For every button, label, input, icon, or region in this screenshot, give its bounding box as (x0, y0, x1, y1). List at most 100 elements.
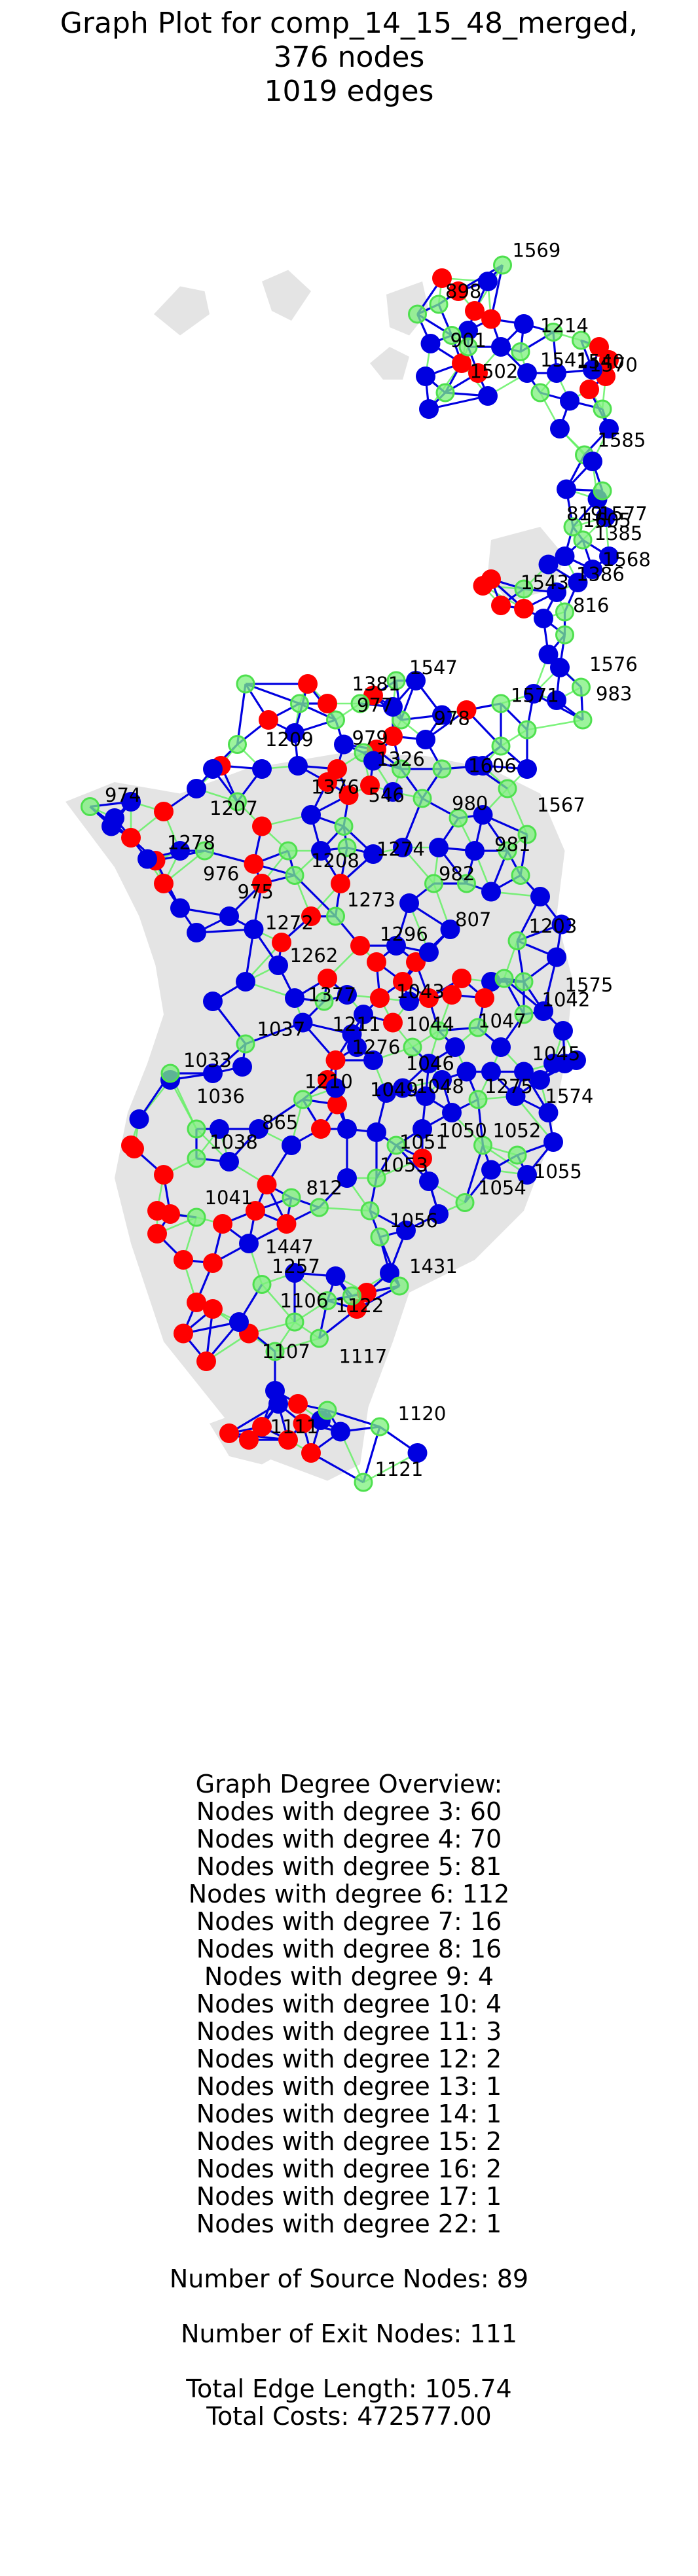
node-label: 1038 (210, 1131, 258, 1153)
exit-node (465, 841, 485, 861)
exit-nodes-count: Number of Exit Nodes: 111 (181, 2319, 517, 2348)
source-node (325, 1050, 346, 1070)
node-label: 1262 (290, 944, 339, 967)
source-node (278, 1430, 298, 1450)
degree-line: Nodes with degree 9: 4 (204, 1962, 494, 1991)
exit-node (442, 1103, 462, 1122)
exit-node (505, 1086, 526, 1106)
node-label: 816 (573, 594, 609, 617)
node-label: 1605 (583, 509, 631, 531)
plain-node (473, 1136, 492, 1155)
exit-node (568, 573, 588, 592)
source-node (360, 776, 380, 795)
plain-node (392, 759, 411, 779)
degree-line: Nodes with degree 6: 112 (188, 1880, 510, 1908)
plain-node (572, 331, 591, 350)
source-node (491, 596, 511, 615)
plain-node (326, 710, 345, 730)
exit-node (456, 1062, 477, 1082)
blue-edge (229, 1432, 289, 1441)
node-label: 1046 (406, 1052, 454, 1075)
plain-node (455, 1193, 475, 1212)
plain-node (424, 874, 443, 893)
exit-node (265, 1381, 285, 1401)
plain-node (563, 517, 583, 537)
source-node (174, 1323, 193, 1344)
plain-node (326, 906, 345, 926)
exit-node (252, 759, 272, 779)
plain-node (386, 671, 406, 690)
green-edge (515, 1096, 555, 1143)
plain-node (494, 969, 514, 988)
node-label: 1606 (468, 755, 517, 777)
exit-node (583, 360, 602, 380)
exit-node (325, 1266, 346, 1286)
exit-node (599, 419, 619, 438)
source-node (213, 1214, 232, 1234)
node-label: 1117 (339, 1346, 388, 1368)
green-edge (363, 1452, 418, 1484)
plain-node (337, 838, 357, 857)
exit-node (285, 988, 304, 1008)
blue-edge (362, 1426, 381, 1483)
degree-line: Nodes with degree 14: 1 (196, 2100, 502, 2128)
node-label: 1214 (540, 315, 589, 337)
source-node (413, 1149, 432, 1168)
exit-node (105, 808, 124, 828)
node-label: 1120 (398, 1403, 447, 1425)
exit-node (203, 759, 223, 779)
source-node (259, 710, 278, 730)
exit-node (416, 730, 435, 749)
exit-node (419, 1054, 439, 1073)
node-label: 1274 (377, 838, 425, 861)
exit-node (386, 936, 406, 956)
plain-node (265, 1342, 285, 1361)
node-label: 1275 (485, 1075, 533, 1098)
plain-node (342, 1286, 361, 1306)
exit-node (514, 314, 534, 334)
exit-node (543, 1132, 563, 1152)
source-node (350, 936, 370, 956)
source-node (301, 1443, 321, 1463)
node-label: 1540 (576, 351, 625, 373)
degree-list: Nodes with degree 3: 60 Nodes with degree… (0, 1798, 698, 2238)
plain-node (458, 337, 478, 357)
exit-node (557, 479, 576, 499)
degree-line: Nodes with degree 22: 1 (196, 2209, 502, 2238)
node-label: 1056 (390, 1209, 438, 1232)
plain-node (252, 1275, 272, 1294)
plain-node (403, 1037, 422, 1057)
exit-node (325, 1078, 346, 1098)
plain-node (360, 1201, 380, 1221)
plain-node (468, 1090, 488, 1109)
title-line-2: 376 nodes (273, 41, 425, 74)
plain-node (195, 841, 214, 861)
degree-line: Nodes with degree 17: 1 (196, 2182, 502, 2211)
exit-node (514, 1062, 534, 1082)
exit-node (363, 1050, 383, 1070)
source-node (367, 952, 386, 972)
exit-node (331, 1422, 350, 1442)
exit-node (478, 272, 498, 291)
title-line-3: 1019 edges (264, 75, 434, 108)
land-region (370, 347, 409, 380)
exit-node (363, 844, 383, 864)
node-label: 865 (262, 1111, 298, 1134)
plain-node (285, 1312, 304, 1332)
plain-node (293, 1090, 312, 1109)
plain-node (278, 841, 298, 861)
plain-node (435, 383, 455, 402)
plain-node (468, 1018, 488, 1037)
exit-node (560, 391, 579, 411)
source-node (301, 906, 321, 926)
exit-node (583, 560, 602, 579)
exit-node (538, 645, 559, 664)
plot-title: Graph Plot for comp_14_15_48_merged, 376… (0, 7, 698, 109)
source-node (203, 1299, 223, 1319)
node-label: 1574 (545, 1085, 594, 1107)
exit-node (465, 756, 485, 776)
node-label: 807 (455, 908, 491, 931)
node-label: 1036 (196, 1085, 245, 1107)
source-node (246, 1201, 265, 1221)
